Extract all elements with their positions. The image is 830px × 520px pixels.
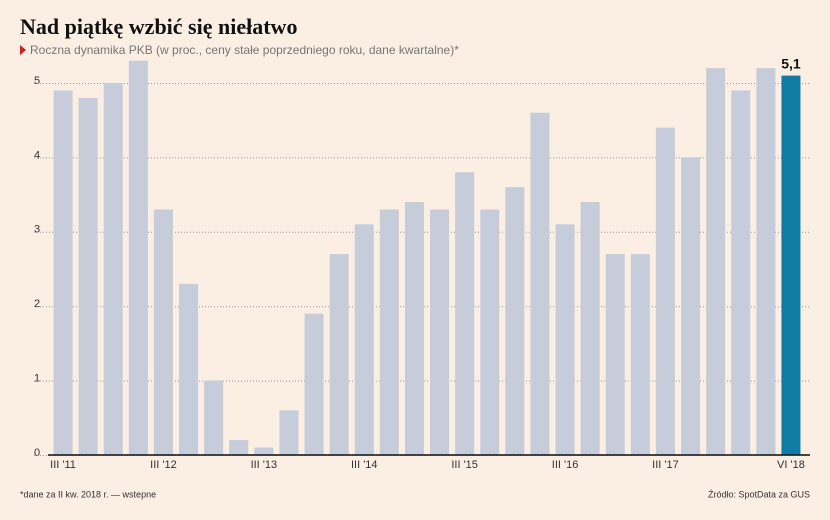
bar [630,254,650,455]
y-tick-label: 5 [34,75,40,87]
bar [329,254,349,455]
bar [505,187,525,455]
x-tick-label: III '15 [451,459,478,471]
y-tick-label: 2 [34,298,40,310]
bar [354,224,374,455]
x-tick-label: III '12 [150,459,177,471]
y-tick-label: 1 [34,373,40,385]
x-tick-label: III '13 [251,459,278,471]
value-label: 5,1 [781,55,801,71]
x-tick-label: III '17 [652,459,679,471]
bar [430,209,450,455]
bar [681,157,701,455]
bar [706,68,726,456]
bar [480,209,500,455]
y-tick-label: 3 [34,224,40,236]
bar [279,410,299,455]
source: Źródło: SpotData za GUS [708,489,810,499]
x-tick-label: VI '18 [777,459,805,471]
bar [379,209,399,455]
bar [404,202,424,455]
bar [128,60,148,455]
bar [781,75,801,455]
x-tick-label: III '11 [50,459,76,471]
bar [655,127,675,455]
bar [756,68,776,456]
bar [103,83,123,456]
bar [605,254,625,455]
bar [731,90,751,455]
footnote: *dane za II kw. 2018 r. — wstepne [20,489,156,499]
bar [455,172,475,455]
bar [204,380,224,455]
bar [580,202,600,455]
bar [179,283,199,455]
bar [153,209,173,455]
x-tick-label: III '16 [552,459,579,471]
bar [254,447,274,455]
chart-subtitle: Roczna dynamika PKB (w proc., ceny stałe… [30,43,459,57]
bar [53,90,73,455]
subtitle-marker [20,45,26,55]
y-tick-label: 0 [34,447,40,459]
bar [555,224,575,455]
bar [530,112,550,456]
x-tick-label: III '14 [351,459,378,471]
chart-title: Nad piątkę wzbić się niełatwo [20,14,297,39]
bar [78,97,98,456]
bar [304,313,324,455]
bar [229,440,249,455]
y-tick-label: 4 [34,149,40,161]
